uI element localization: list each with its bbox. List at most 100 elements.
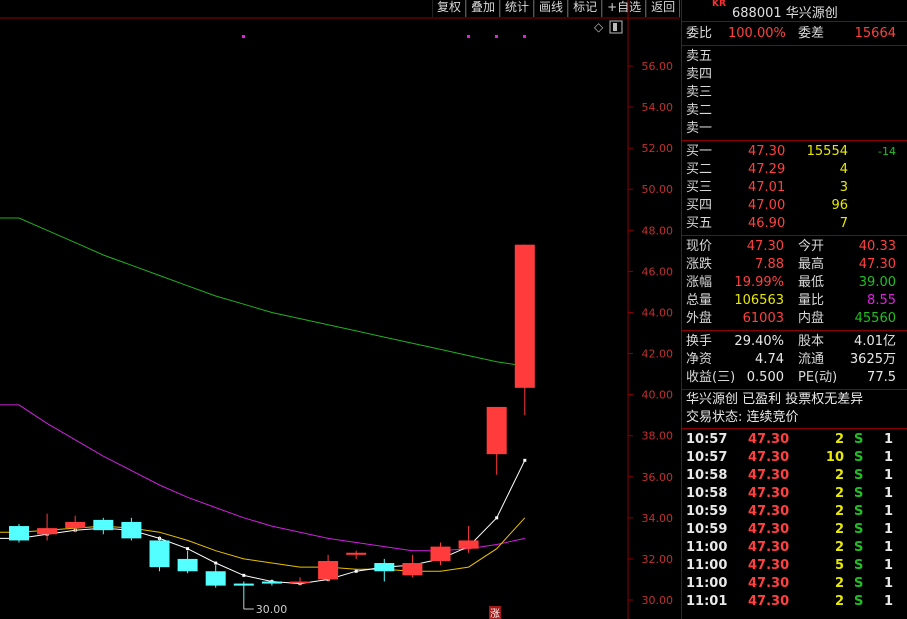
y-tick-label: 40.00 [642,389,674,402]
tick-count: 1 [884,576,894,591]
sell-row[interactable]: 卖三 [682,84,907,102]
fund-label: 收益(三) [686,370,736,385]
quote-label: 涨幅 [686,275,713,290]
tick-side: S [854,468,864,483]
quote-row: 涨幅 19.99% 最低 39.00 [682,274,907,292]
sell-label: 卖二 [686,103,713,118]
candle-body [486,406,507,455]
quote-label: 总量 [686,293,713,308]
sell-row[interactable]: 卖一 [682,120,907,138]
candle-body [93,519,114,531]
market-tag: KR [712,0,726,9]
toolbar-5-button[interactable]: +自选 [602,0,647,17]
buy-price: 47.30 [748,144,786,159]
toolbar-3-button[interactable]: 画线 [534,0,569,17]
tick-volume: 2 [834,486,844,501]
toolbar-6-button[interactable]: 返回 [646,0,681,17]
ma-point [242,573,246,577]
quote-label: 今开 [798,239,825,254]
tick-row[interactable]: 11:01 47.30 2 S 1 [682,593,907,611]
sell-orders: 卖五 卖四 卖三 卖二卖一 [682,46,907,141]
fund-value: 4.01亿 [854,334,896,349]
candle-body [205,571,226,586]
candle-body [121,521,142,539]
fund-value: 3625万 [849,352,896,367]
quote-label: 最低 [798,275,825,290]
ma-line-white [0,460,526,585]
quote-row: 现价 47.30 今开 40.33 [682,238,907,256]
fund-label: 净资 [686,352,713,367]
tick-side: S [854,522,864,537]
buy-row[interactable]: 买三 47.01 3 [682,179,907,197]
tick-side: S [854,486,864,501]
tick-time: 11:00 [686,558,728,573]
ma-point [523,458,527,462]
fund-row: 收益(三) 0.500 PE(动) 77.5 [682,369,907,387]
tick-row[interactable]: 10:58 47.30 2 S 1 [682,467,907,485]
sell-row[interactable]: 卖四 [682,66,907,84]
tick-price: 47.30 [748,504,790,519]
tick-count: 1 [884,522,894,537]
quote-label: 最高 [798,257,825,272]
quote-value: 40.33 [858,239,896,254]
quote-row: 涨跌 7.88 最高 47.30 [682,256,907,274]
buy-row[interactable]: 买一 47.30 15554 -14 [682,143,907,161]
diamond-icon[interactable]: ◇ [594,20,604,34]
tick-volume: 2 [834,576,844,591]
ma-line-green [0,217,525,367]
buy-row[interactable]: 买五 46.90 7 [682,215,907,233]
y-tick-label: 42.00 [642,348,674,361]
tick-row[interactable]: 10:58 47.30 2 S 1 [682,485,907,503]
tick-volume: 2 [834,504,844,519]
buy-volume: 3 [839,180,848,195]
tick-side: S [854,432,864,447]
stock-header: KR 688001 华兴源创 [682,0,907,22]
tick-side: S [854,450,864,465]
sell-row[interactable]: 卖二 [682,102,907,120]
buy-label: 买四 [686,198,713,213]
toolbar-1-button[interactable]: 叠加 [466,0,501,17]
window-toggle-icon[interactable] [609,20,623,34]
quote-stats: 现价 47.30 今开 40.33 涨跌 7.88 最高 47.30 涨幅 19.99% 最低 39.… [682,236,907,331]
stock-code: 688001 华兴源创 [732,6,838,21]
tick-row[interactable]: 10:57 47.30 2 S 1 [682,431,907,449]
y-tick-label: 54.00 [642,101,674,114]
quote-label: 外盘 [686,311,713,326]
candle-body [233,583,254,586]
tick-row[interactable]: 10:59 47.30 2 S 1 [682,503,907,521]
buy-volume: 4 [839,162,848,177]
quote-value: 106563 [734,293,784,308]
tick-count: 1 [884,540,894,555]
tick-row[interactable]: 11:00 47.30 5 S 1 [682,557,907,575]
tick-volume: 2 [834,540,844,555]
buy-label: 买三 [686,180,713,195]
tick-count: 1 [884,432,894,447]
toolbar-0-button[interactable]: 复权 [432,0,467,17]
tick-row[interactable]: 11:00 47.30 2 S 1 [682,539,907,557]
tick-time: 10:59 [686,504,728,519]
tick-time: 10:58 [686,468,728,483]
candle-body [290,581,310,584]
low-annotation-label: 30.00 [256,603,287,616]
quote-value: 7.88 [755,257,784,272]
quote-value: 47.30 [746,239,784,254]
sell-row[interactable]: 卖五 [682,48,907,66]
candle-body [149,540,170,568]
buy-row[interactable]: 买四 47.00 96 [682,197,907,215]
toolbar-2-button[interactable]: 统计 [500,0,535,17]
signal-marker [467,35,470,38]
candlestick-plot[interactable]: 56.00 54.00 52.00 50.00 48.00 46.00 44.00 42.00… [0,0,680,619]
tick-list[interactable]: 10:57 47.30 2 S 1 10:57 47.30 10 S 1 10:58 47.30 2 S 1… [682,429,907,611]
limit-up-marker: 涨 [490,608,500,619]
tick-row[interactable]: 11:00 47.30 2 S 1 [682,575,907,593]
tick-row[interactable]: 10:59 47.30 2 S 1 [682,521,907,539]
y-tick-label: 50.00 [642,183,674,196]
buy-row[interactable]: 买二 47.29 4 [682,161,907,179]
tick-time: 10:58 [686,486,728,501]
tick-time: 10:59 [686,522,728,537]
tick-side: S [854,540,864,555]
kline-chart[interactable]: 56.00 54.00 52.00 50.00 48.00 46.00 44.00 42.00… [0,0,680,619]
candle-body [346,552,367,555]
toolbar-4-button[interactable]: 标记 [568,0,603,17]
tick-row[interactable]: 10:57 47.30 10 S 1 [682,449,907,467]
